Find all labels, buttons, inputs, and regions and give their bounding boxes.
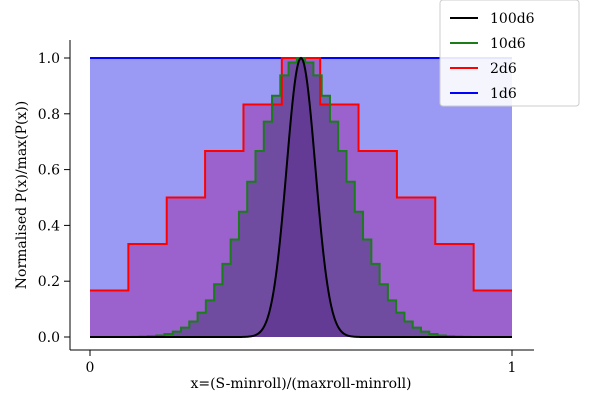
legend: 100d6 10d6 2d6 1d6 <box>439 0 580 107</box>
x-tick-label: 0 <box>86 360 95 376</box>
fill-100d6 <box>90 58 512 337</box>
y-tick-label: 1.0 <box>38 51 60 67</box>
legend-label-100d6: 100d6 <box>490 11 535 27</box>
x-tick-label: 1 <box>508 360 517 376</box>
y-ticks: 0.0 0.2 0.4 0.6 0.8 1.0 <box>38 51 70 346</box>
y-tick-label: 0.4 <box>38 218 60 234</box>
y-tick-label: 0.0 <box>38 330 60 346</box>
y-tick-label: 0.6 <box>38 163 60 179</box>
legend-label-1d6: 1d6 <box>490 86 517 102</box>
series-fills <box>90 58 512 337</box>
legend-label-10d6: 10d6 <box>490 36 526 52</box>
y-tick-label: 0.2 <box>38 274 60 290</box>
line-100d6 <box>90 56 512 338</box>
y-tick-label: 0.8 <box>38 107 60 123</box>
legend-box <box>439 0 580 107</box>
x-axis-label: x=(S-minroll)/(maxroll-minroll) <box>190 376 411 392</box>
legend-label-2d6: 2d6 <box>490 61 517 77</box>
axes <box>69 40 534 351</box>
y-axis-label: Normalised P(x)/max(P(x)) <box>14 101 30 289</box>
